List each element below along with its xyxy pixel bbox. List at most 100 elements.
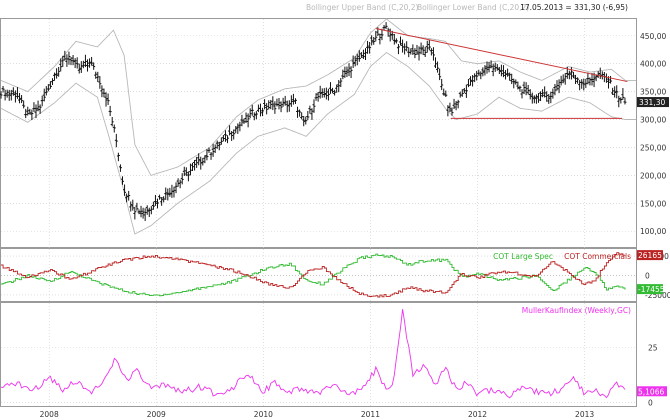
price-bar	[621, 88, 625, 100]
price-bar	[277, 98, 281, 110]
price-bar	[232, 129, 236, 140]
price-bar	[495, 64, 499, 71]
price-bar	[320, 88, 324, 98]
price-bar	[176, 178, 180, 187]
price-bar	[401, 39, 405, 53]
price-bar	[186, 171, 190, 182]
price-bar	[522, 81, 526, 95]
legend-mueller: MullerKaufIndex (Weekly,GC)	[522, 306, 631, 315]
price-bar	[466, 78, 470, 88]
price-bar	[396, 43, 400, 55]
price-bar	[0, 91, 3, 99]
price-bar	[69, 57, 73, 66]
price-bar	[378, 33, 382, 45]
price-bar	[462, 87, 466, 94]
x-tick-label: 2011	[361, 410, 380, 419]
price-bar	[24, 108, 28, 119]
price-bar	[263, 99, 267, 110]
price-bar	[242, 118, 246, 124]
price-bar	[172, 186, 176, 198]
price-bar	[275, 98, 279, 107]
price-bar	[81, 60, 85, 69]
cot-series	[1, 252, 626, 298]
price-bar	[555, 80, 559, 91]
price-bar	[512, 78, 516, 89]
price-bar	[178, 179, 182, 189]
price-bar	[429, 48, 433, 56]
price-bar	[438, 68, 442, 81]
price-bar	[623, 97, 627, 105]
price-bar	[370, 35, 374, 46]
cot-last-tag-box	[637, 250, 663, 261]
price-bar	[341, 69, 345, 80]
price-bar	[506, 68, 510, 77]
price-bar	[199, 156, 203, 170]
price-bar	[528, 89, 532, 100]
price-bar	[59, 58, 63, 72]
price-bar	[240, 114, 244, 127]
lower-band-line	[0, 51, 636, 235]
price-bar	[409, 48, 413, 55]
price-bar	[279, 101, 283, 113]
price-bar	[18, 93, 22, 104]
price-bar	[331, 87, 335, 94]
price-bar	[221, 135, 225, 142]
price-bar	[160, 197, 164, 206]
price-bar	[615, 85, 619, 99]
price-bar	[359, 52, 363, 58]
price-bar	[343, 66, 347, 78]
price-bar	[413, 48, 417, 59]
price-bar	[411, 44, 415, 55]
price-bar	[388, 28, 392, 42]
price-bar	[384, 22, 388, 30]
price-bar	[36, 100, 40, 112]
price-bar	[258, 103, 262, 117]
price-bar	[366, 40, 370, 54]
price-bar	[460, 89, 464, 97]
price-bar	[456, 99, 460, 109]
price-bar	[283, 95, 287, 106]
price-bar	[609, 75, 613, 84]
price-bar	[372, 36, 376, 45]
trendline	[375, 28, 628, 83]
cot-panel-frame	[0, 248, 637, 302]
price-bar	[497, 66, 501, 75]
price-bar	[285, 100, 289, 113]
large-spec-line	[1, 253, 626, 297]
price-bar	[168, 187, 172, 197]
price-bar	[147, 207, 151, 218]
price-bar	[92, 62, 96, 70]
price-bar	[314, 93, 318, 101]
price-bar	[48, 81, 52, 89]
x-tick-label: 2013	[575, 410, 594, 419]
price-bar	[448, 102, 452, 112]
price-bar	[534, 94, 538, 104]
mueller-series	[0, 309, 626, 399]
price-bar	[419, 42, 423, 55]
price-bar	[96, 71, 100, 83]
price-readout: 17.05.2013 = 331,30 (-6,95)	[520, 3, 628, 12]
price-bar	[26, 106, 30, 116]
cot-y-tick-label: 0	[645, 272, 650, 281]
price-bar	[156, 198, 160, 209]
price-bar	[219, 137, 223, 145]
price-bar	[351, 55, 355, 68]
price-bar	[289, 95, 293, 107]
price-bar	[40, 95, 44, 107]
price-bar	[211, 143, 215, 157]
price-bar	[100, 85, 104, 98]
price-bar	[55, 68, 59, 79]
price-bar	[46, 84, 50, 92]
price-bar	[415, 44, 419, 55]
price-bar	[90, 56, 94, 66]
price-bar	[434, 57, 438, 69]
price-bar	[526, 84, 530, 95]
price-bar	[485, 61, 489, 74]
price-bar	[141, 207, 145, 219]
price-bar	[197, 153, 201, 166]
price-bar	[574, 74, 578, 85]
price-bar	[399, 36, 403, 46]
price-bar	[501, 65, 505, 78]
price-bar	[304, 116, 308, 125]
price-bar	[104, 92, 108, 107]
